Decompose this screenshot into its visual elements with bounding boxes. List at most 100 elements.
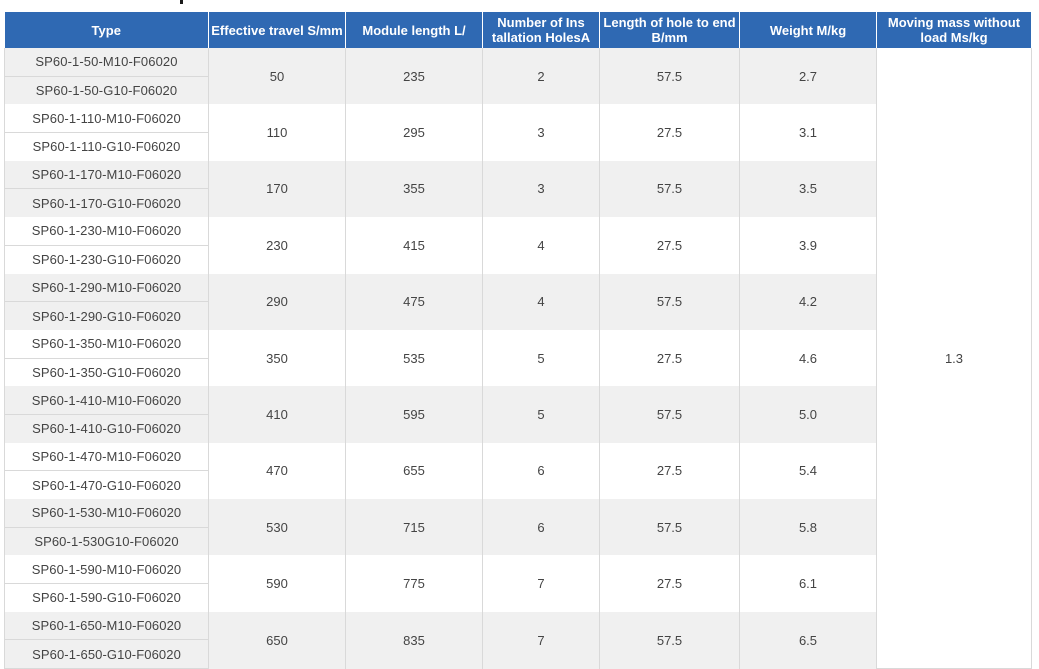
type-cell: SP60-1-350-M10-F06020 xyxy=(4,329,209,359)
type-cell: SP60-1-50-M10-F06020 xyxy=(4,48,209,77)
type-cell: SP60-1-410-M10-F06020 xyxy=(4,386,209,415)
type-cell: SP60-1-530-M10-F06020 xyxy=(4,499,209,528)
module-length-cell: 835 xyxy=(345,611,483,669)
module-length-cell: 355 xyxy=(345,160,483,218)
table-body: SP60-1-50-M10-F06020 50 235 2 57.5 2.7 1.3 SP60… xyxy=(4,48,1032,669)
top-edge-mark xyxy=(0,0,1039,12)
effective-travel-cell: 290 xyxy=(208,273,346,330)
hole-to-end-cell: 57.5 xyxy=(599,160,740,218)
module-length-cell: 295 xyxy=(345,104,483,161)
table-row: SP60-1-170-M10-F06020 170 355 3 57.5 3.5 xyxy=(4,160,1032,218)
table-row: SP60-1-50-M10-F06020 50 235 2 57.5 2.7 1.3 xyxy=(4,48,1032,669)
installation-holes-cell: 5 xyxy=(482,386,600,443)
table-row: SP60-1-470-G10-F06020 xyxy=(4,470,1032,499)
type-cell: SP60-1-350-G10-F06020 xyxy=(4,357,209,387)
hole-to-end-cell: 27.5 xyxy=(599,217,740,274)
weight-cell: 5.4 xyxy=(739,442,877,499)
module-length-cell: 235 xyxy=(345,48,483,105)
weight-cell: 3.5 xyxy=(739,160,877,218)
table-row: SP60-1-650-G10-F06020 xyxy=(4,639,1032,669)
table-row: SP60-1-110-G10-F06020 xyxy=(4,132,1032,161)
module-length-cell: 775 xyxy=(345,555,483,612)
installation-holes-cell: 6 xyxy=(482,442,600,499)
table-row: SP60-1-530G10-F06020 xyxy=(4,526,1032,556)
weight-cell: 4.2 xyxy=(739,273,877,330)
effective-travel-cell: 470 xyxy=(208,442,346,499)
weight-cell: 4.6 xyxy=(739,329,877,387)
hole-to-end-cell: 27.5 xyxy=(599,104,740,161)
type-cell: SP60-1-110-G10-F06020 xyxy=(4,132,209,161)
table-row: SP60-1-350-M10-F06020 350 535 5 27.5 4.6 xyxy=(4,329,1032,387)
effective-travel-cell: 650 xyxy=(208,611,346,669)
type-cell: SP60-1-110-M10-F06020 xyxy=(4,104,209,133)
effective-travel-cell: 230 xyxy=(208,217,346,274)
table-row: SP60-1-590-G10-F06020 xyxy=(4,583,1032,612)
table-row: SP60-1-170-G10-F06020 xyxy=(4,188,1032,218)
header-weight: Weight M/kg xyxy=(739,12,877,48)
effective-travel-cell: 410 xyxy=(208,386,346,443)
effective-travel-cell: 170 xyxy=(208,160,346,218)
header-hole-to-end: Length of hole to end B/mm xyxy=(599,12,740,48)
table-row: SP60-1-530-M10-F06020 530 715 6 57.5 5.8 xyxy=(4,499,1032,556)
table-row: SP60-1-230-M10-F06020 230 415 4 27.5 3.9 xyxy=(4,217,1032,274)
header-installation-holes: Number of Ins tallation HolesA xyxy=(482,12,600,48)
module-length-cell: 655 xyxy=(345,442,483,499)
hole-to-end-cell: 27.5 xyxy=(599,329,740,387)
type-cell: SP60-1-170-M10-F06020 xyxy=(4,160,209,189)
type-cell: SP60-1-290-M10-F06020 xyxy=(4,273,209,302)
installation-holes-cell: 2 xyxy=(482,48,600,105)
weight-cell: 5.8 xyxy=(739,499,877,556)
type-cell: SP60-1-230-M10-F06020 xyxy=(4,217,209,246)
table-row: SP60-1-410-G10-F06020 xyxy=(4,413,1032,443)
module-length-cell: 475 xyxy=(345,273,483,330)
effective-travel-cell: 530 xyxy=(208,499,346,556)
type-cell: SP60-1-410-G10-F06020 xyxy=(4,413,209,443)
table-row: SP60-1-590-M10-F06020 590 775 7 27.5 6.1 xyxy=(4,555,1032,612)
effective-travel-cell: 590 xyxy=(208,555,346,612)
hole-to-end-cell: 27.5 xyxy=(599,555,740,612)
hole-to-end-cell: 57.5 xyxy=(599,273,740,330)
weight-cell: 3.9 xyxy=(739,217,877,274)
type-cell: SP60-1-230-G10-F06020 xyxy=(4,244,209,274)
installation-holes-cell: 4 xyxy=(482,217,600,274)
module-length-cell: 595 xyxy=(345,386,483,443)
table-row: SP60-1-110-M10-F06020 110 295 3 27.5 3.1 xyxy=(4,104,1032,161)
installation-holes-cell: 3 xyxy=(482,104,600,161)
hole-to-end-cell: 57.5 xyxy=(599,499,740,556)
type-cell: SP60-1-50-G10-F06020 xyxy=(4,75,209,105)
header-moving-mass: Moving mass without load Ms/kg xyxy=(876,12,1032,48)
type-cell: SP60-1-470-G10-F06020 xyxy=(4,470,209,499)
type-cell: SP60-1-650-M10-F06020 xyxy=(4,611,209,640)
table-row: SP60-1-50-G10-F06020 xyxy=(4,75,1032,105)
type-cell: SP60-1-590-G10-F06020 xyxy=(4,583,209,612)
module-length-cell: 535 xyxy=(345,329,483,387)
weight-cell: 6.1 xyxy=(739,555,877,612)
effective-travel-cell: 350 xyxy=(208,329,346,387)
module-length-cell: 415 xyxy=(345,217,483,274)
table-row: SP60-1-410-M10-F06020 410 595 5 57.5 5.0 xyxy=(4,386,1032,443)
effective-travel-cell: 110 xyxy=(208,104,346,161)
effective-travel-cell: 50 xyxy=(208,48,346,105)
table-row: SP60-1-230-G10-F06020 xyxy=(4,244,1032,274)
table-row: SP60-1-290-M10-F06020 290 475 4 57.5 4.2 xyxy=(4,273,1032,330)
weight-cell: 5.0 xyxy=(739,386,877,443)
installation-holes-cell: 7 xyxy=(482,611,600,669)
type-cell: SP60-1-470-M10-F06020 xyxy=(4,442,209,471)
installation-holes-cell: 6 xyxy=(482,499,600,556)
type-cell: SP60-1-170-G10-F06020 xyxy=(4,188,209,218)
hole-to-end-cell: 57.5 xyxy=(599,48,740,105)
hole-to-end-cell: 57.5 xyxy=(599,611,740,669)
header-type: Type xyxy=(4,12,209,48)
moving-mass-cell: 1.3 xyxy=(876,48,1032,669)
weight-cell: 6.5 xyxy=(739,611,877,669)
installation-holes-cell: 7 xyxy=(482,555,600,612)
spec-table: Type Effective travel S/mm Module length… xyxy=(4,12,1032,669)
table-row: SP60-1-470-M10-F06020 470 655 6 27.5 5.4 xyxy=(4,442,1032,499)
module-length-cell: 715 xyxy=(345,499,483,556)
table-row: SP60-1-290-G10-F06020 xyxy=(4,301,1032,330)
hole-to-end-cell: 27.5 xyxy=(599,442,740,499)
weight-cell: 3.1 xyxy=(739,104,877,161)
installation-holes-cell: 5 xyxy=(482,329,600,387)
type-cell: SP60-1-650-G10-F06020 xyxy=(4,639,209,669)
type-cell: SP60-1-530G10-F06020 xyxy=(4,526,209,556)
